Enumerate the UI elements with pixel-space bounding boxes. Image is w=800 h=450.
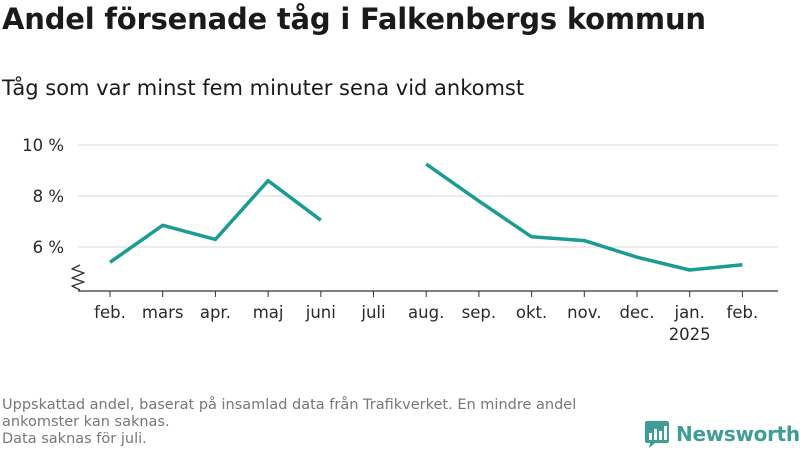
missing-data-note: Data saknas för juli. [2,431,147,447]
source-note: Uppskattad andel, baserat på insamlad da… [2,397,577,430]
x-tick-sublabel: 2025 [669,325,711,344]
brand-name: Newsworthy [676,422,800,446]
y-tick-label: 8 % [33,187,64,206]
x-tick-label: dec. [620,303,655,322]
y-axis-tick-labels: 6 % 8 % 10 % [22,136,64,257]
axis-break-icon [71,264,85,291]
x-tick-label: juli [360,303,385,322]
x-tick-label: sep. [462,303,496,322]
y-tick-label: 10 % [22,136,64,155]
series-line-segment [425,162,743,272]
grid-lines [78,144,778,248]
x-tick-label: aug. [408,303,444,322]
y-tick-label: 6 % [33,238,64,257]
x-tick-label: okt. [516,303,547,322]
line-chart: 6 % 8 % 10 % feb. mars apr. maj juni juli aug. se… [22,136,778,344]
newsworthy-logo-icon [645,421,669,448]
x-tick-label: apr. [200,303,231,322]
x-tick-label: jan. [673,303,704,322]
x-axis-tick-labels: feb. mars apr. maj juni juli aug. sep. okt. nov. d… [94,303,758,344]
x-tick-label: feb. [727,303,759,322]
x-tick-label: maj [253,303,284,322]
chart-subtitle: Tåg som var minst fem minuter sena vid a… [2,76,525,100]
x-tick-label: feb. [94,303,126,322]
x-tick-label: nov. [567,303,601,322]
series-lines [108,162,743,272]
series-line-segment [108,178,322,264]
x-axis [71,264,778,297]
chart-title: Andel försenade tåg i Falkenbergs kommun [2,2,706,36]
brand-logo: Newsworthy [644,420,800,448]
x-tick-label: mars [142,303,184,322]
chart-footer: Uppskattad andel, baserat på insamlad da… [2,397,652,448]
x-tick-label: juni [305,303,336,322]
